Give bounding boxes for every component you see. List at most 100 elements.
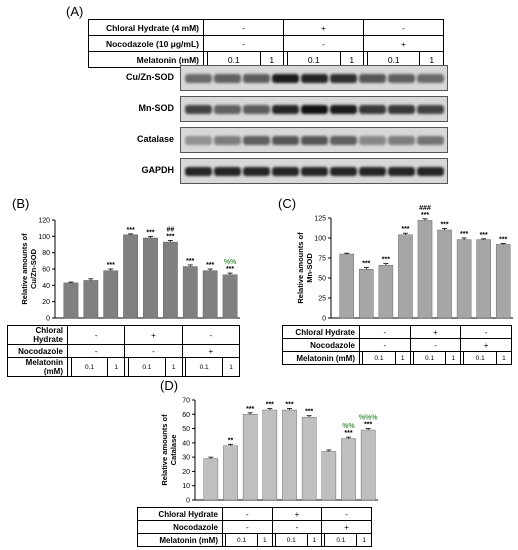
bar	[321, 451, 337, 501]
blot-band	[243, 105, 270, 114]
row-label: Melatonin (mM)	[282, 351, 360, 365]
bar	[476, 239, 491, 319]
bar	[223, 445, 238, 501]
melatonin-row: Melatonin (mM) 0.1 1 0.1 1 0.1 1	[7, 357, 240, 377]
blot-band	[272, 136, 299, 145]
bar	[339, 253, 355, 319]
y-tick-label: 30	[182, 455, 190, 462]
blot-strip	[180, 65, 448, 91]
bar	[83, 280, 99, 319]
blot-band	[243, 74, 270, 83]
y-tick-label: 20	[42, 299, 50, 306]
blot-band	[417, 74, 444, 83]
melatonin-cell: 1	[445, 351, 462, 365]
significance-label: ***	[362, 261, 370, 268]
y-tick-label: 100	[38, 234, 50, 241]
melatonin-cell: 0.1	[185, 357, 224, 377]
blot-band	[272, 74, 299, 83]
sign-cell: -	[359, 338, 411, 352]
nocodazole-row: Nocodazole - - +	[7, 344, 241, 358]
blot-band	[330, 105, 357, 114]
sign-cell: -	[271, 520, 323, 534]
chloral-cell: +	[282, 19, 364, 36]
sign-cell: -	[66, 325, 126, 345]
chloral-row-label: Chloral Hydrate (4 mM)	[88, 19, 204, 36]
bar	[437, 229, 452, 319]
nocodazole-row: Nocodazole - - +	[137, 520, 372, 534]
melatonin-cell	[460, 351, 465, 365]
bar	[222, 274, 238, 319]
nocodazole-row: Nocodazole (10 μg/mL) - - +	[88, 35, 445, 52]
blot-band	[388, 136, 415, 145]
blot-band	[388, 74, 415, 83]
y-tick-label: 10	[182, 483, 190, 490]
y-tick-label: 125	[314, 216, 326, 223]
chloral-row: Chloral Hydrate (4 mM) - + -	[88, 19, 445, 36]
y-tick-label: 60	[182, 412, 190, 419]
chloral-row: Chloral Hydrate - + -	[137, 507, 372, 521]
melatonin-cell: 0.1	[70, 357, 109, 377]
melatonin-cell: 1	[306, 533, 323, 547]
blot-band	[185, 167, 212, 176]
sign-cell: -	[460, 325, 512, 339]
significance-label: **	[228, 437, 234, 444]
y-tick-label: 70	[182, 398, 190, 405]
bar	[203, 458, 219, 501]
row-label: Nocodazole	[282, 338, 360, 352]
blot-band	[330, 74, 357, 83]
nocodazole-cell: -	[203, 35, 284, 52]
significance-label: ***	[166, 233, 174, 240]
panel-b-label: (B)	[12, 196, 30, 211]
bar	[63, 282, 79, 319]
bar	[301, 416, 317, 501]
chart-catalase: Relative amounts of Catalase 0 10 20 30 40 50 60…	[160, 398, 378, 505]
significance-label: ***	[305, 409, 313, 416]
chart-cu-zn-sod: Relative amounts of Cu/Zn-SOD 0 20 40 60 80 100…	[20, 218, 240, 323]
melatonin-cell	[221, 533, 227, 547]
y-axis-label: Cu/Zn-SOD	[29, 248, 38, 289]
melatonin-cell: 1	[164, 357, 183, 377]
bar	[163, 241, 178, 319]
blot-band	[214, 74, 241, 83]
sign-cell: +	[181, 344, 241, 358]
significance-label: ***	[364, 422, 372, 429]
blot-band	[185, 74, 212, 83]
blot-band	[185, 105, 212, 114]
significance-label: ***	[266, 402, 274, 409]
bar	[262, 409, 278, 501]
sign-cell: -	[181, 325, 241, 345]
chloral-row: Chloral Hydrate - + -	[282, 325, 512, 339]
blot-band	[359, 74, 386, 83]
bar	[242, 414, 258, 501]
significance-label: %%%	[359, 415, 378, 422]
significance-label: ***	[127, 227, 135, 234]
significance-label: ***	[285, 402, 293, 409]
nocodazole-cell: +	[362, 35, 445, 52]
nocodazole-row: Nocodazole - - +	[282, 338, 512, 352]
blot-band	[417, 167, 444, 176]
bar	[103, 270, 119, 319]
significance-label: ***	[186, 258, 194, 265]
significance-label: ***	[460, 231, 468, 238]
row-label: Nocodazole	[7, 344, 68, 358]
significance-label: %%	[224, 259, 237, 266]
blot-strip	[180, 96, 448, 122]
melatonin-cell: 1	[222, 357, 240, 377]
chart-mn-sod: Relative amounts of Mn-SOD 0 25 50 75 100 125 **…	[296, 205, 513, 323]
blot-label: GAPDH	[141, 165, 174, 175]
bar	[495, 244, 511, 319]
blot-band	[330, 167, 357, 176]
y-axis-label: Catalase	[169, 435, 178, 466]
significance-label: ***	[226, 266, 234, 273]
sign-cell: +	[409, 325, 462, 339]
significance-label: ***	[344, 430, 352, 437]
blot-band	[359, 167, 386, 176]
chloral-cell: -	[203, 19, 284, 36]
blot-band	[388, 105, 415, 114]
y-tick-label: 20	[182, 469, 190, 476]
bar	[378, 264, 394, 319]
row-label: Nocodazole	[137, 520, 223, 534]
blot-band	[214, 105, 241, 114]
row-label: Melatonin (mM)	[7, 357, 68, 377]
condition-table: Chloral Hydrate - + - Nocodazole - - + Melatonin…	[282, 325, 513, 365]
